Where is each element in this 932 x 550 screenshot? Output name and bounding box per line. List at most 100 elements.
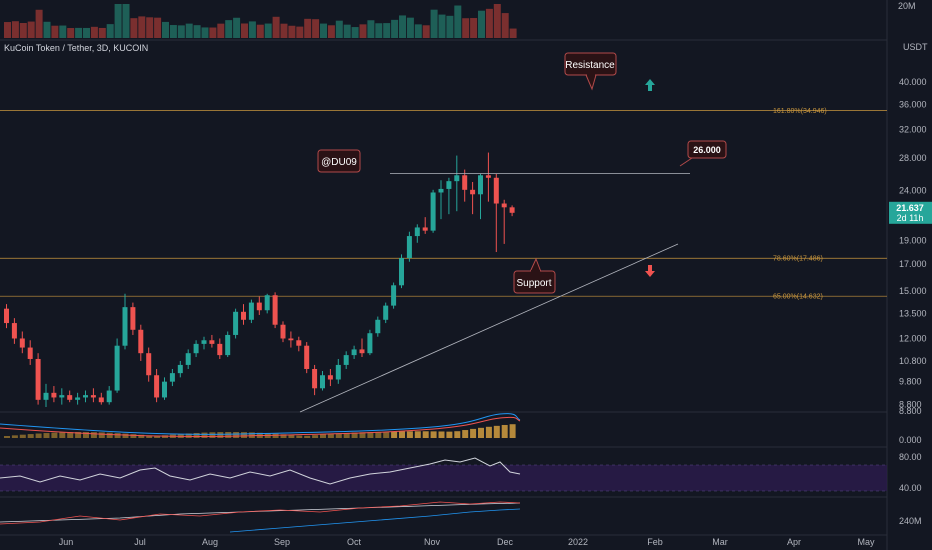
resistance-label: Resistance — [565, 60, 615, 71]
volume-bar — [177, 25, 185, 38]
macd-histogram-bar — [233, 432, 240, 438]
macd-histogram-bar — [217, 432, 224, 438]
price-tick-label: 12.000 — [899, 333, 927, 343]
candle-body — [320, 375, 325, 389]
candle — [241, 304, 246, 325]
price-tick-label: 28.000 — [899, 153, 927, 163]
candle-body — [248, 302, 254, 320]
candle — [51, 386, 57, 403]
macd-histogram-bar — [509, 424, 516, 438]
macd-histogram-bar — [351, 432, 358, 438]
macd-histogram-bar — [296, 435, 303, 438]
macd-histogram-bar — [422, 431, 429, 438]
time-tick-label: Dec — [497, 537, 514, 547]
macd-histogram-bar — [4, 436, 10, 438]
macd-histogram-bar — [470, 428, 477, 438]
volume-bar — [320, 23, 327, 38]
time-tick-label: Nov — [424, 537, 441, 547]
candle — [209, 334, 215, 348]
candle-body — [4, 308, 9, 324]
macd-histogram-bar — [154, 435, 161, 438]
macd-histogram-bar — [138, 434, 145, 438]
candle-body — [446, 181, 452, 189]
candle — [106, 386, 112, 405]
candle — [343, 351, 349, 369]
macd-histogram-bar — [122, 433, 129, 438]
macd-histogram-bar — [359, 432, 366, 438]
volume-bar — [43, 21, 51, 38]
candle-body — [43, 392, 49, 400]
macd-histogram-bar — [11, 435, 18, 438]
candle-body — [154, 375, 160, 398]
macd-histogram-bar — [280, 434, 287, 438]
volume-bar — [27, 21, 35, 38]
candle-body — [217, 343, 223, 356]
macd-pane: 8.800 0.000 — [0, 406, 922, 445]
volume-bar — [130, 18, 138, 38]
candle — [470, 182, 476, 215]
author-callout[interactable]: @DU09 — [317, 149, 361, 173]
volume-bar — [478, 10, 485, 38]
candle-body — [296, 340, 302, 346]
candle-body — [470, 189, 476, 195]
candle-body — [27, 347, 33, 359]
candle-body — [209, 340, 215, 344]
candle — [288, 331, 294, 348]
level-callout[interactable]: 26.000 — [679, 140, 727, 167]
volume-bar — [422, 25, 430, 38]
volume-bar — [304, 18, 312, 38]
volume-bar — [312, 19, 320, 38]
candle-body — [493, 177, 499, 204]
support-trendline[interactable] — [299, 243, 679, 413]
candle — [114, 338, 120, 393]
candle-body — [288, 338, 294, 341]
support-callout[interactable]: Support — [513, 257, 556, 294]
time-tick-label: 2022 — [568, 537, 588, 547]
candle — [422, 217, 428, 234]
volume-bar — [90, 26, 98, 38]
candle — [233, 308, 239, 339]
candle-body — [478, 175, 483, 195]
macd-histogram-bar — [335, 433, 342, 438]
time-tick-label: Aug — [202, 537, 218, 547]
candle-body — [351, 349, 357, 356]
candle — [485, 152, 491, 202]
volume-bar — [98, 27, 106, 38]
candle — [264, 293, 270, 314]
macd-histogram-bar — [383, 432, 390, 438]
arrow-down-icon — [645, 265, 655, 277]
candle-body — [67, 395, 73, 400]
macd-histogram-bar — [454, 431, 461, 438]
price-tick-label: 15.000 — [899, 286, 927, 296]
candle — [430, 189, 436, 233]
candle — [272, 292, 278, 329]
volume-bar — [375, 23, 383, 38]
volume-bar — [114, 4, 122, 38]
candle-body — [406, 236, 412, 259]
candle — [75, 392, 81, 405]
candle — [312, 364, 318, 396]
macd-histogram-bar — [367, 432, 374, 438]
resistance-callout[interactable]: Resistance — [564, 52, 617, 91]
volume-bar — [359, 24, 367, 38]
volume-bar — [296, 26, 304, 38]
candle-body — [138, 329, 144, 354]
volume-bar — [193, 25, 201, 38]
candle — [351, 345, 357, 359]
candle — [59, 388, 65, 405]
macd-histogram-bar — [146, 435, 153, 438]
candle — [438, 180, 444, 220]
candle-body — [193, 343, 199, 354]
price-axis: 40.00036.00032.00028.00024.00021.00019.0… — [899, 77, 927, 410]
time-tick-label: Jun — [59, 537, 74, 547]
macd-histogram-bar — [98, 432, 105, 438]
price-tick-label: 36.000 — [899, 99, 927, 109]
volume-bar — [343, 24, 351, 38]
candle — [446, 177, 452, 215]
candle — [454, 155, 460, 212]
candle — [27, 340, 33, 365]
arrow-up-icon — [645, 79, 655, 91]
candle — [359, 338, 365, 358]
macd-histogram-bar — [493, 425, 500, 438]
